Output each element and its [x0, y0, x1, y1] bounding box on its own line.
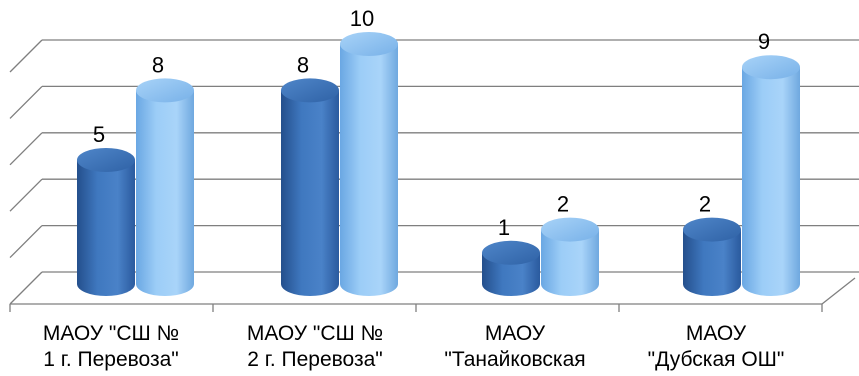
- category-label: МАОУ "Дубская ОШ": [616, 321, 816, 373]
- bar: [340, 32, 398, 296]
- bar: [683, 217, 741, 296]
- category-label-line: МАОУ "СШ №: [42, 322, 180, 345]
- bar: [541, 217, 599, 296]
- category-label-line: 2 г. Перевоза": [247, 348, 383, 371]
- category-label-line: "Дубская ОШ": [647, 348, 785, 371]
- data-labels: 5 8 1 2 8 10 2 9: [93, 6, 770, 240]
- category-label-line: МАОУ "СШ №: [246, 322, 384, 345]
- category-label-line: МАОУ: [484, 322, 546, 345]
- category-label-line: 1 г. Перевоза": [43, 348, 179, 371]
- bar: [136, 78, 194, 297]
- data-label: 9: [758, 29, 770, 54]
- data-label: 2: [699, 192, 711, 217]
- bar: [281, 78, 339, 297]
- gridline-diagonal: [9, 271, 43, 305]
- category-label-line: "Танайковская: [444, 348, 586, 371]
- bar: [482, 240, 540, 296]
- category-label: МАОУ "Танайковская: [415, 321, 615, 373]
- data-label: 8: [297, 52, 309, 77]
- gridline-diagonal: [9, 39, 43, 73]
- floor-side-edge: [821, 277, 856, 305]
- category-label: МАОУ "СШ № 2 г. Перевоза": [215, 321, 415, 373]
- gridline-diagonal: [9, 132, 43, 166]
- category-label: МАОУ "СШ № 1 г. Перевоза": [11, 321, 211, 373]
- data-label: 1: [498, 215, 510, 240]
- bar: [742, 55, 800, 296]
- gridline-diagonal: [9, 85, 43, 119]
- gridline-diagonal: [9, 178, 43, 212]
- bar: [77, 148, 135, 296]
- category-label-line: МАОУ: [685, 322, 747, 345]
- data-label: 5: [93, 122, 105, 147]
- data-label: 10: [350, 6, 374, 31]
- gridline-diagonal: [9, 225, 43, 259]
- data-label: 2: [557, 192, 569, 217]
- bars: [77, 32, 800, 297]
- data-label: 8: [152, 52, 164, 77]
